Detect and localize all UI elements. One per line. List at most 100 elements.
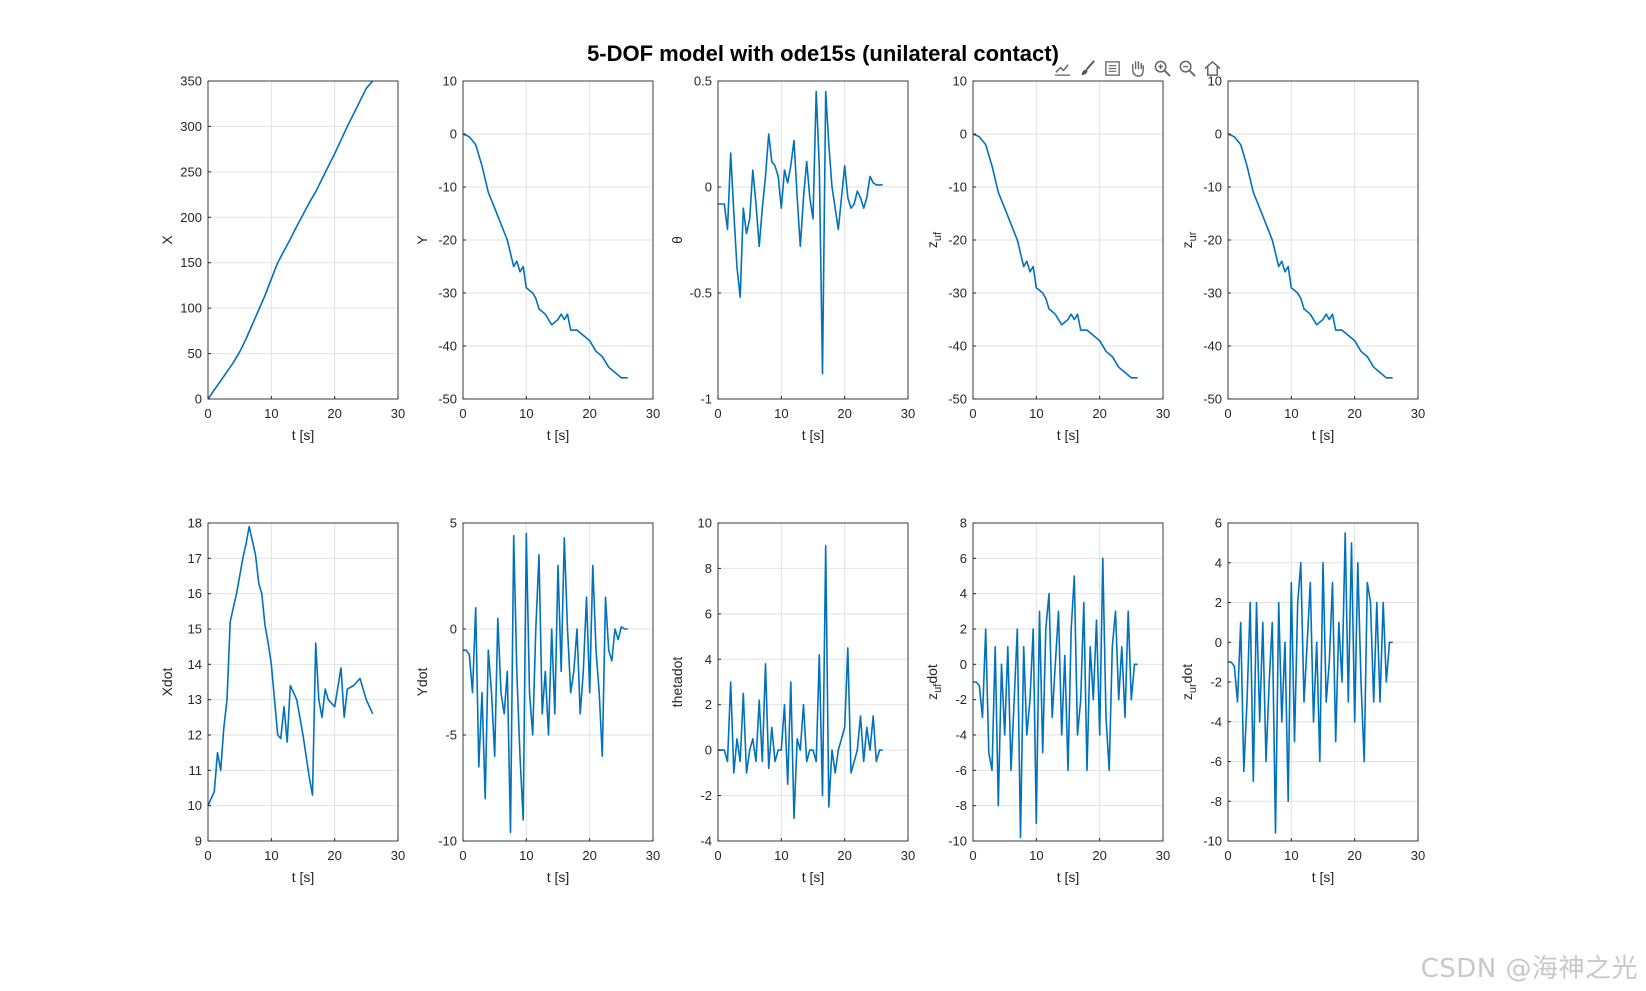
x-tick-label: 10 (264, 848, 278, 863)
series-line (718, 90, 883, 375)
y-tick-label: 2 (1215, 595, 1222, 610)
x-tick-label: 30 (901, 848, 915, 863)
y-tick-label: 5 (450, 516, 457, 531)
brush-icon[interactable] (1077, 58, 1098, 79)
y-tick-label: 300 (180, 119, 202, 134)
y-tick-label: -50 (948, 392, 967, 407)
y-tick-label: -50 (438, 392, 457, 407)
x-tick-label: 0 (714, 406, 721, 421)
y-tick-label: 8 (705, 561, 712, 576)
y-tick-label: -20 (1203, 233, 1222, 248)
x-axis-label: t [s] (1312, 869, 1335, 885)
y-tick-label: 6 (1215, 516, 1222, 531)
y-tick-label: 0 (1215, 635, 1222, 650)
y-tick-label: 6 (705, 606, 712, 621)
y-axis-label: Xdot (159, 667, 175, 696)
series-line (973, 557, 1138, 839)
pan-hand-icon[interactable] (1127, 58, 1148, 79)
subplot-6[interactable]: 0 10 20 30 9 10 11 12 13 14 15 16 17 18 t [s] Xdot (159, 516, 405, 886)
y-tick-label: 11 (189, 763, 203, 778)
x-axis-label: t [s] (1057, 869, 1080, 885)
axes-box (972, 522, 1164, 842)
x-axis-label: t [s] (1057, 427, 1080, 443)
y-axis-label: Y (414, 235, 430, 245)
y-tick-label: -30 (948, 286, 967, 301)
y-tick-label: 250 (180, 164, 202, 179)
y-tick-label: 100 (180, 301, 202, 316)
x-tick-label: 0 (969, 406, 976, 421)
y-axis-label: thetadot (669, 657, 685, 708)
series-line (462, 133, 628, 379)
y-tick-label: -6 (955, 763, 967, 778)
zoom-in-icon[interactable] (1152, 58, 1173, 79)
y-tick-label: -5 (445, 728, 457, 743)
subplot-2[interactable]: 0 10 20 30 -50 -40 -30 -20 -10 0 10 t [s] Y (414, 74, 660, 444)
x-axis-label: t [s] (802, 869, 825, 885)
subplot-10[interactable]: 0 10 20 30 -10 -8 -6 -4 -2 0 2 4 6 t [s] zurdot (1179, 516, 1425, 886)
x-tick-label: 30 (391, 848, 405, 863)
subplot-4[interactable]: 0 10 20 30 -50 -40 -30 -20 -10 0 10 t [s] zuf (924, 74, 1170, 444)
legend-icon[interactable] (1102, 58, 1123, 79)
x-tick-label: 0 (714, 848, 721, 863)
x-axis-label: t [s] (292, 869, 315, 885)
y-tick-label: -10 (948, 180, 967, 195)
subplot-5[interactable]: 0 10 20 30 -50 -40 -30 -20 -10 0 10 t [s] zur (1179, 74, 1425, 444)
series-line (207, 80, 374, 400)
y-tick-label: -4 (955, 728, 967, 743)
x-axis-label: t [s] (1312, 427, 1335, 443)
y-tick-label: 4 (1215, 555, 1222, 570)
series-line (1228, 532, 1393, 834)
y-tick-label: -4 (1210, 714, 1222, 729)
y-tick-label: 2 (705, 697, 712, 712)
y-axis-label: zurdot (1179, 664, 1199, 700)
y-tick-label: 0 (1215, 127, 1222, 142)
y-tick-label: -10 (438, 180, 457, 195)
data-tips-icon[interactable] (1052, 58, 1073, 79)
y-tick-label: 10 (698, 516, 712, 531)
watermark: CSDN @海神之光 (1420, 954, 1638, 984)
x-tick-label: 0 (204, 848, 211, 863)
x-tick-label: 30 (646, 406, 660, 421)
y-tick-label: -4 (700, 834, 712, 849)
series-line (1227, 133, 1393, 379)
y-tick-label: 50 (188, 346, 202, 361)
y-tick-label: 10 (443, 74, 457, 89)
y-tick-label: -20 (948, 233, 967, 248)
y-tick-label: -40 (948, 339, 967, 354)
x-tick-label: 0 (459, 848, 466, 863)
subplot-3[interactable]: 0 10 20 30 -1 -0.5 0 0.5 t [s] θ (669, 74, 915, 444)
y-axis-label: θ (669, 236, 685, 244)
x-tick-label: 0 (1224, 406, 1231, 421)
y-tick-label: -2 (1210, 675, 1222, 690)
subplot-8[interactable]: 0 10 20 30 -4 -2 0 2 4 6 8 10 t [s] thetadot (669, 516, 915, 886)
y-tick-label: 0 (960, 127, 967, 142)
x-tick-label: 20 (837, 848, 851, 863)
y-tick-label: -20 (438, 233, 457, 248)
x-tick-label: 0 (1224, 848, 1231, 863)
x-tick-label: 20 (1347, 406, 1361, 421)
plot-area (208, 81, 398, 399)
subplot-7[interactable]: 0 10 20 30 -10 -5 0 5 t [s] Ydot (414, 516, 660, 886)
y-tick-label: -6 (1210, 754, 1222, 769)
series-line (972, 133, 1138, 379)
x-tick-label: 10 (774, 848, 788, 863)
y-tick-label: 6 (960, 551, 967, 566)
y-tick-label: 4 (705, 652, 712, 667)
y-tick-label: 18 (188, 516, 202, 531)
zoom-out-icon[interactable] (1177, 58, 1198, 79)
y-tick-label: 12 (188, 728, 202, 743)
axes-box (207, 522, 399, 842)
y-tick-label: -2 (955, 692, 967, 707)
y-tick-label: -2 (700, 788, 712, 803)
y-axis-label: zur (1179, 231, 1199, 248)
subplot-9[interactable]: 0 10 20 30 -10 -8 -6 -4 -2 0 2 4 6 8 t [s] zufdot (924, 516, 1170, 886)
x-tick-label: 10 (1284, 406, 1298, 421)
axes-box (717, 522, 909, 842)
y-axis-label: zufdot (924, 664, 944, 700)
y-tick-label: 4 (960, 586, 967, 601)
home-icon[interactable] (1202, 58, 1223, 79)
y-tick-label: 10 (188, 798, 202, 813)
y-tick-label: 17 (188, 551, 202, 566)
